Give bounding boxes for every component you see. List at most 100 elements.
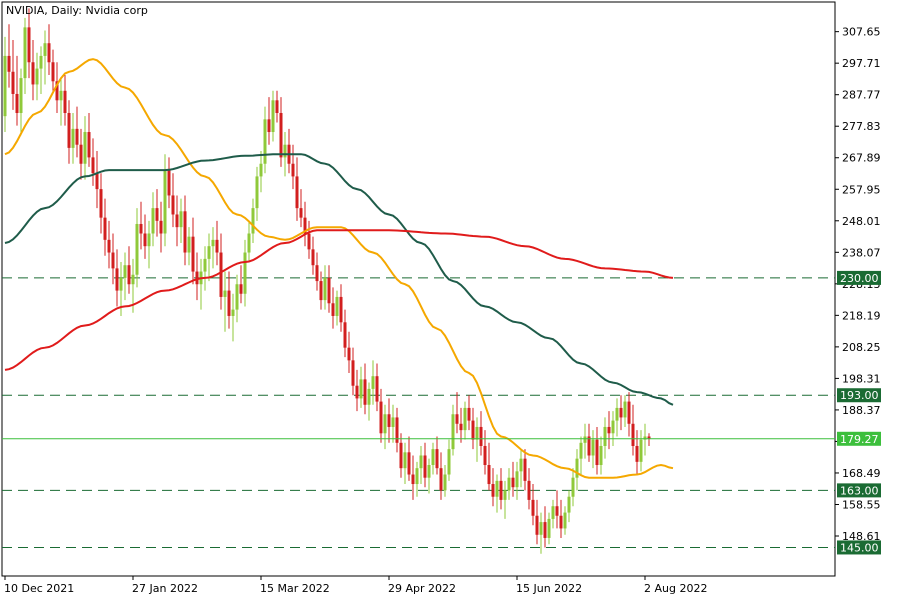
candle-body (639, 439, 643, 462)
y-tick-label: 188.37 (842, 404, 881, 417)
candle-body (631, 423, 635, 446)
candle-body (27, 27, 31, 63)
candle-body (207, 246, 211, 259)
candle-body (35, 68, 39, 85)
candle-body (79, 144, 83, 164)
candle-body (471, 420, 475, 440)
candle-body (559, 515, 563, 529)
candle-body (239, 284, 243, 294)
candle-body (547, 518, 551, 538)
candle-body (495, 480, 499, 497)
candle-body (435, 449, 439, 469)
candle-body (243, 252, 247, 294)
candle-body (555, 506, 559, 516)
candle-body (3, 55, 7, 117)
candle-body (87, 132, 91, 158)
candle-body (643, 436, 647, 440)
level-tag-label: 145.00 (840, 541, 879, 554)
y-tick-label: 297.71 (842, 57, 881, 70)
candle-body (259, 163, 263, 177)
candle-body (123, 265, 127, 278)
candle-body (83, 132, 87, 164)
level-tag-label: 193.00 (840, 389, 879, 402)
candle-body (371, 376, 375, 389)
candle-body (519, 458, 523, 472)
candle-body (339, 296, 343, 323)
candle-body (527, 480, 531, 500)
candle-body (231, 309, 235, 316)
candle-body (291, 163, 295, 177)
y-tick-label: 248.01 (842, 215, 881, 228)
candle-body (67, 112, 71, 148)
candle-body (227, 290, 231, 316)
candle-body (163, 170, 167, 234)
candle-body (563, 512, 567, 529)
candle-body (315, 265, 319, 282)
candle-body (235, 284, 239, 310)
candle-body (419, 455, 423, 469)
candle-body (599, 445, 603, 466)
candle-body (427, 465, 431, 478)
candle-body (415, 468, 419, 485)
y-tick-label: 148.61 (842, 530, 881, 543)
candle-body (19, 78, 23, 113)
level-tag-bg (837, 270, 881, 285)
candle-body (223, 290, 227, 297)
candle-body (159, 220, 163, 234)
candle-body (311, 249, 315, 266)
candle-body (531, 499, 535, 516)
y-tick-label: 158.55 (842, 498, 881, 511)
candle-body (47, 43, 51, 63)
x-tick-label: 2 Aug 2022 (644, 582, 707, 595)
candle-body (579, 442, 583, 459)
candle-body (475, 426, 479, 440)
x-tick-label: 10 Dec 2021 (4, 582, 74, 595)
candle-body (587, 436, 591, 456)
candle-body (595, 439, 599, 466)
candle-body (523, 458, 527, 481)
candle-body (439, 468, 443, 491)
candle-body (459, 423, 463, 431)
candle-body (567, 496, 571, 513)
x-tick-label: 27 Jan 2022 (132, 582, 198, 595)
current-price-tag-bg (837, 431, 881, 446)
candle-body (283, 144, 287, 158)
y-tick-label: 208.25 (842, 341, 881, 354)
candle-body (511, 477, 515, 488)
candle-body (127, 265, 131, 285)
y-tick-label: 198.31 (842, 372, 881, 385)
level-tag-bg (837, 540, 881, 555)
y-tick-label: 218.19 (842, 309, 881, 322)
candle-body (275, 100, 279, 113)
candle-body (391, 417, 395, 427)
y-tick-label: 287.77 (842, 89, 881, 102)
candle-body (499, 480, 503, 500)
candle-body (383, 414, 387, 434)
candle-body (607, 426, 611, 434)
level-tag-label: 230.00 (840, 272, 879, 285)
candle-body (111, 252, 115, 269)
candle-body (407, 452, 411, 475)
candle-body (575, 458, 579, 478)
candle-body (507, 477, 511, 491)
candle-body (279, 112, 283, 158)
candle-body (487, 465, 491, 485)
candle-body (647, 436, 651, 439)
level-tag-label: 163.00 (840, 484, 879, 497)
y-tick-label: 238.07 (842, 246, 881, 259)
candle-body (91, 157, 95, 174)
candle-body (179, 211, 183, 228)
y-tick-label: 267.89 (842, 152, 881, 165)
candle-body (143, 233, 147, 247)
candle-body (591, 439, 595, 456)
moving-averages (4, 58, 674, 479)
candle-body (479, 426, 483, 446)
candle-body (399, 442, 403, 469)
candle-body (7, 55, 11, 72)
candle-body (151, 208, 155, 234)
candle-body (139, 223, 143, 234)
candle-body (603, 426, 607, 446)
candle-body (195, 271, 199, 285)
candle-body (395, 417, 399, 443)
